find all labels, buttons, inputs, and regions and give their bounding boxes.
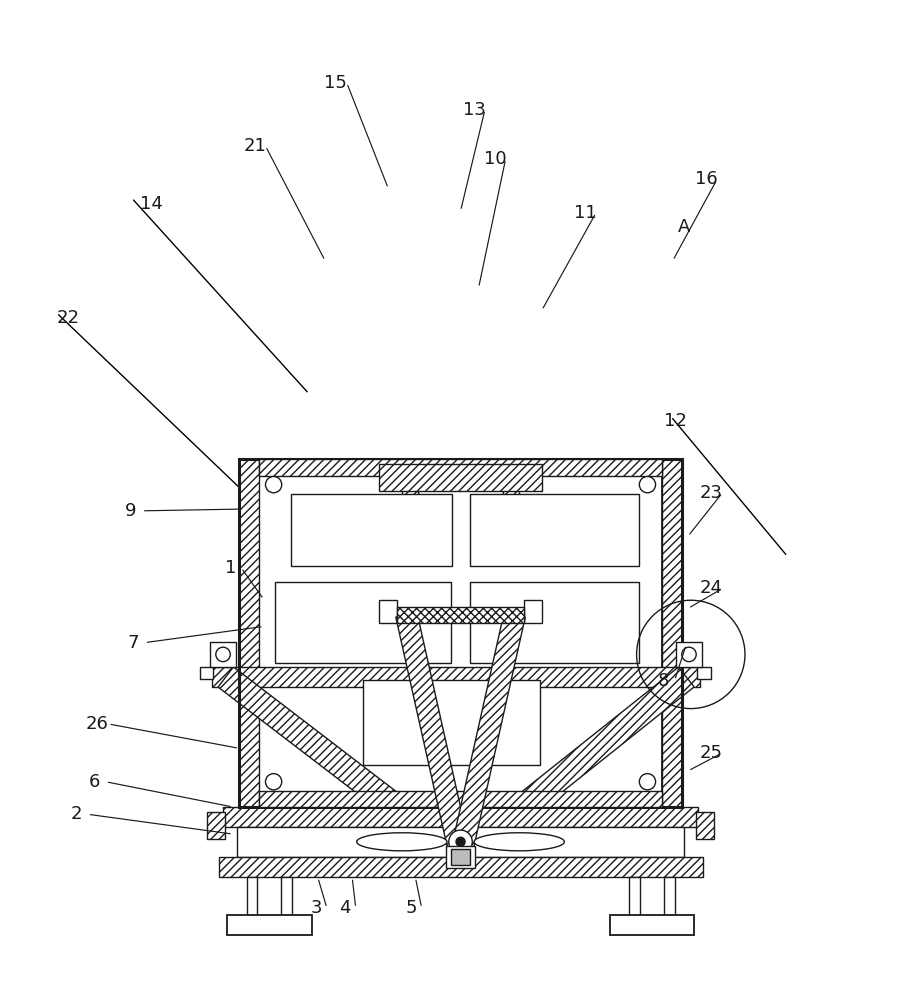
Bar — [281, 877, 291, 915]
Circle shape — [265, 477, 281, 493]
Bar — [259, 791, 661, 807]
Circle shape — [639, 477, 655, 493]
Text: 13: 13 — [462, 101, 485, 119]
Bar — [379, 464, 541, 491]
Bar — [275, 582, 450, 663]
Bar — [695, 812, 713, 839]
Bar — [696, 667, 710, 679]
Bar — [236, 827, 684, 857]
Text: 6: 6 — [89, 773, 100, 791]
Bar — [223, 807, 697, 827]
Bar — [259, 459, 661, 476]
Polygon shape — [395, 612, 471, 859]
Text: 2: 2 — [71, 805, 82, 823]
Bar — [470, 582, 639, 663]
Text: 21: 21 — [243, 137, 266, 155]
Bar — [676, 642, 701, 667]
Text: 12: 12 — [663, 412, 686, 430]
Text: A: A — [677, 218, 690, 236]
Circle shape — [448, 830, 472, 854]
Bar — [401, 459, 418, 554]
Bar — [239, 459, 681, 807]
Text: 11: 11 — [573, 204, 596, 222]
Bar — [207, 812, 225, 839]
Bar — [363, 680, 539, 765]
Text: 22: 22 — [56, 309, 79, 327]
Bar — [218, 857, 702, 877]
Text: 8: 8 — [658, 672, 668, 690]
Bar — [502, 459, 519, 554]
Bar — [470, 494, 639, 566]
Text: 15: 15 — [324, 74, 347, 92]
Bar — [212, 667, 699, 687]
Text: 1: 1 — [225, 559, 235, 577]
Text: 16: 16 — [694, 170, 717, 188]
Text: 4: 4 — [339, 899, 350, 917]
Bar — [259, 459, 661, 807]
Polygon shape — [217, 667, 468, 867]
Text: 9: 9 — [125, 502, 136, 520]
Circle shape — [216, 647, 230, 662]
Text: 25: 25 — [699, 744, 723, 762]
Bar — [239, 459, 259, 807]
Bar — [450, 849, 470, 865]
Bar — [446, 846, 474, 868]
Bar — [290, 494, 452, 566]
Bar — [379, 600, 397, 623]
Bar — [199, 667, 213, 679]
Bar — [397, 607, 523, 623]
Bar — [226, 915, 311, 935]
Text: 10: 10 — [483, 150, 506, 168]
Ellipse shape — [474, 833, 564, 851]
Bar — [609, 915, 694, 935]
Bar — [629, 877, 640, 915]
Circle shape — [456, 837, 465, 846]
Circle shape — [265, 774, 281, 790]
Text: 14: 14 — [140, 195, 163, 213]
Text: 23: 23 — [699, 484, 723, 502]
Bar — [210, 642, 235, 667]
Bar — [523, 600, 541, 623]
Bar — [661, 459, 681, 807]
Bar — [246, 877, 257, 915]
Circle shape — [681, 647, 695, 662]
Bar — [663, 877, 674, 915]
Text: 7: 7 — [128, 634, 139, 652]
Text: 3: 3 — [310, 899, 321, 917]
Polygon shape — [449, 612, 525, 859]
Text: 26: 26 — [86, 715, 109, 733]
Circle shape — [639, 774, 655, 790]
Text: 5: 5 — [405, 899, 416, 917]
Ellipse shape — [356, 833, 446, 851]
Text: 24: 24 — [699, 579, 723, 597]
Polygon shape — [452, 667, 694, 867]
